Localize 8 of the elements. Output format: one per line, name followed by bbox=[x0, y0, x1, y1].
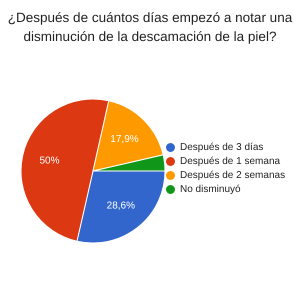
data-label: 50% bbox=[39, 156, 60, 167]
data-label: 17,9% bbox=[110, 134, 139, 145]
legend-label: No disminuyó bbox=[180, 182, 241, 196]
legend-label: Después de 2 semanas bbox=[180, 168, 286, 182]
legend-label: Después de 1 semana bbox=[180, 154, 280, 168]
legend-label: Después de 3 días bbox=[180, 140, 264, 154]
data-label: 28,6% bbox=[106, 200, 136, 212]
chart-title: ¿Después de cuántos días empezó a notar una disminución de la descamación de la piel? bbox=[6, 9, 294, 46]
